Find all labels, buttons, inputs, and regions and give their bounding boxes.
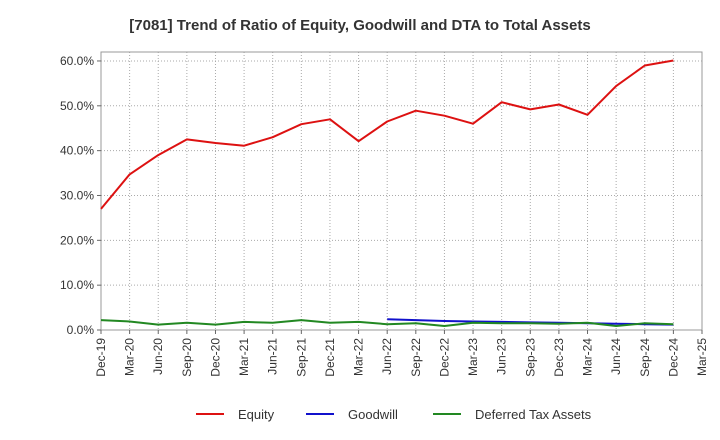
x-axis: Dec-19 Mar-20 Jun-20 Sep-20 Dec-20 Mar-21 Jun-… — [94, 330, 709, 377]
x-tick-label: Sep-24 — [638, 338, 652, 377]
y-tick-label: 10.0% — [60, 278, 94, 292]
x-tick-label: Dec-21 — [323, 338, 337, 377]
x-tick-label: Dec-19 — [94, 338, 108, 377]
grid — [100, 52, 703, 331]
x-tick-label: Sep-20 — [180, 338, 194, 377]
x-tick-label: Mar-25 — [695, 338, 709, 376]
series-lines — [100, 59, 674, 327]
x-tick-label: Dec-23 — [552, 338, 566, 377]
chart-title: [7081] Trend of Ratio of Equity, Goodwil… — [129, 17, 590, 34]
y-tick-label: 0.0% — [67, 323, 95, 337]
y-tick-label: 50.0% — [60, 99, 94, 113]
x-tick-label: Mar-22 — [352, 338, 366, 376]
x-tick-label: Jun-23 — [495, 338, 509, 375]
legend-label: Deferred Tax Assets — [475, 407, 592, 422]
x-tick-label: Mar-21 — [237, 338, 251, 376]
series-line-equity — [100, 59, 674, 210]
x-tick-label: Dec-22 — [437, 338, 451, 377]
x-tick-label: Dec-20 — [208, 338, 222, 377]
y-tick-label: 20.0% — [60, 233, 94, 247]
x-tick-label: Sep-22 — [409, 338, 423, 377]
x-tick-label: Sep-23 — [523, 338, 537, 377]
plot-area — [100, 51, 703, 331]
x-tick-label: Dec-24 — [666, 338, 680, 377]
legend-label: Goodwill — [348, 407, 398, 422]
x-tick-label: Jun-24 — [609, 338, 623, 375]
legend: Equity Goodwill Deferred Tax Assets — [196, 407, 592, 422]
legend-label: Equity — [238, 407, 275, 422]
x-tick-label: Mar-24 — [581, 338, 595, 376]
y-tick-label: 60.0% — [60, 54, 94, 68]
y-axis: 0.0% 10.0% 20.0% 30.0% 40.0% 50.0% 60.0% — [60, 54, 101, 337]
x-tick-label: Sep-21 — [294, 338, 308, 377]
x-tick-label: Mar-23 — [466, 338, 480, 376]
x-tick-label: Mar-20 — [123, 338, 137, 376]
x-tick-label: Jun-22 — [380, 338, 394, 375]
y-tick-label: 30.0% — [60, 188, 94, 202]
series-line-deferred-tax-assets — [100, 319, 674, 327]
x-tick-label: Jun-21 — [266, 338, 280, 375]
y-tick-label: 40.0% — [60, 144, 94, 158]
x-tick-label: Jun-20 — [151, 338, 165, 375]
